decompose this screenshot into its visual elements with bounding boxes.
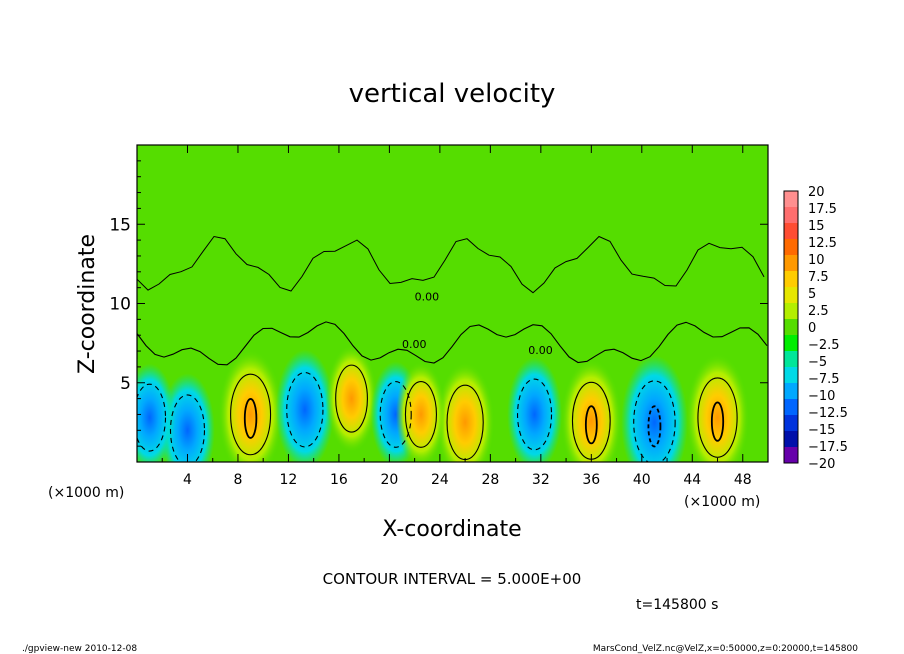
colorbar-swatch [784, 207, 798, 224]
x-tick-label: 36 [582, 472, 600, 488]
colorbar-label: 12.5 [808, 236, 837, 251]
colorbar-label: 10 [808, 253, 825, 268]
x-tick-label: 28 [481, 472, 499, 488]
contour-line-inner [584, 405, 598, 445]
x-tick-label: 48 [734, 472, 752, 488]
contour-line [335, 364, 368, 433]
contour-line [169, 394, 206, 462]
colorbar-label: −15 [808, 423, 835, 438]
updraft-cell [435, 362, 495, 462]
colorbar-swatch [784, 399, 798, 416]
colorbar-swatch [784, 383, 798, 400]
colorbar-label: 5 [808, 287, 816, 302]
contour-line [379, 381, 412, 448]
colorbar-swatch [784, 271, 798, 288]
updraft-cell [395, 361, 446, 462]
contour-interval: CONTOUR INTERVAL = 5.000E+00 [323, 570, 582, 588]
updraft-cell [325, 344, 378, 453]
contour-line [286, 371, 324, 448]
x-tick-label: 16 [330, 472, 348, 488]
time-label: t=145800 s [636, 597, 718, 613]
x-tick-label: 32 [532, 472, 550, 488]
contour-line-inner [710, 401, 725, 442]
colorbar-frame [783, 190, 799, 464]
colorbar-label: −5 [808, 355, 827, 370]
x-tick-label: 44 [683, 472, 701, 488]
footer-left: ./gpview-new 2010-12-08 [22, 644, 137, 654]
updraft-cell [218, 349, 283, 462]
colorbar-label: −2.5 [808, 338, 840, 353]
contour-line-inner [647, 405, 662, 448]
contour-line [137, 383, 167, 452]
x-tick-label: 40 [633, 472, 651, 488]
x-tick-label: 20 [380, 472, 398, 488]
contour-line [697, 377, 738, 458]
colorbar-swatch [784, 319, 798, 336]
colorbar-swatch [784, 287, 798, 304]
colorbar-label: 0 [808, 321, 816, 336]
colorbar-swatch [784, 303, 798, 320]
downdraft-cell [621, 355, 688, 462]
y-tick-label: 15 [109, 215, 131, 235]
contour-lines: 0.00 0.00 0.00 [137, 235, 768, 462]
x-tick-label: 8 [233, 472, 242, 488]
colorbar-swatch [784, 335, 798, 352]
x-axis-ticks: 4 8 12 16 20 24 28 32 36 40 44 48 [161, 145, 752, 488]
x-tick-label: 4 [183, 472, 192, 488]
zero-contour-upper [137, 235, 765, 294]
x-unit-label: (×1000 m) [48, 485, 124, 501]
y-tick-label: 5 [120, 374, 131, 394]
x-axis-label: X-coordinate [382, 517, 521, 542]
downdraft-cell [275, 349, 335, 462]
colorbar-label: −20 [808, 457, 835, 472]
contour-label: 0.00 [402, 338, 427, 351]
colorbar: 20 17.5 15 12.5 10 7.5 5 2.5 0 −2.5 −5 −7.5 −10 −12.5… [783, 185, 848, 472]
downdraft-cell [160, 373, 215, 462]
colorbar-label: −17.5 [808, 440, 848, 455]
x-tick-label: 24 [431, 472, 449, 488]
colorbar-label: 15 [808, 219, 825, 234]
colorbar-label: 17.5 [808, 202, 837, 217]
colorbar-swatch [784, 255, 798, 272]
colorbar-label: −12.5 [808, 406, 848, 421]
colorbar-label: −10 [808, 389, 835, 404]
x-tick-label: 12 [280, 472, 298, 488]
contour-label: 0.00 [528, 344, 553, 357]
colorbar-label: 7.5 [808, 270, 829, 285]
contour-line [404, 381, 438, 448]
colorbar-swatch [784, 415, 798, 432]
x-unit-label-right: (×1000 m) [684, 494, 760, 510]
downdraft-cell [507, 357, 562, 462]
contour-line [633, 380, 676, 462]
colorbar-swatch [784, 239, 798, 256]
colorbar-label: −7.5 [808, 372, 840, 387]
contour-label: 0.00 [415, 290, 440, 303]
colorbar-swatch [784, 191, 798, 208]
colorbar-swatch [784, 431, 798, 448]
contour-line [230, 373, 272, 456]
y-axis-label: Z-coordinate [75, 234, 100, 374]
contour-line [516, 378, 553, 451]
colorbar-label: 20 [808, 185, 825, 200]
colorbar-swatch [784, 223, 798, 240]
updraft-cell [685, 353, 750, 462]
chart-title: vertical velocity [349, 79, 556, 109]
y-axis-ticks: 5 10 15 [109, 160, 768, 447]
colorbar-swatch [784, 447, 798, 464]
colorbar-swatch [784, 367, 798, 384]
contour-line-inner [243, 398, 258, 439]
colorbar-label: 2.5 [808, 304, 829, 319]
colorbar-swatch [784, 351, 798, 368]
downdraft-cell [137, 363, 176, 462]
y-tick-label: 10 [109, 295, 131, 315]
updraft-cell [560, 358, 622, 462]
zero-contour [137, 321, 768, 366]
footer-right: MarsCond_VelZ.nc@VelZ,x=0:50000,z=0:2000… [593, 644, 858, 654]
